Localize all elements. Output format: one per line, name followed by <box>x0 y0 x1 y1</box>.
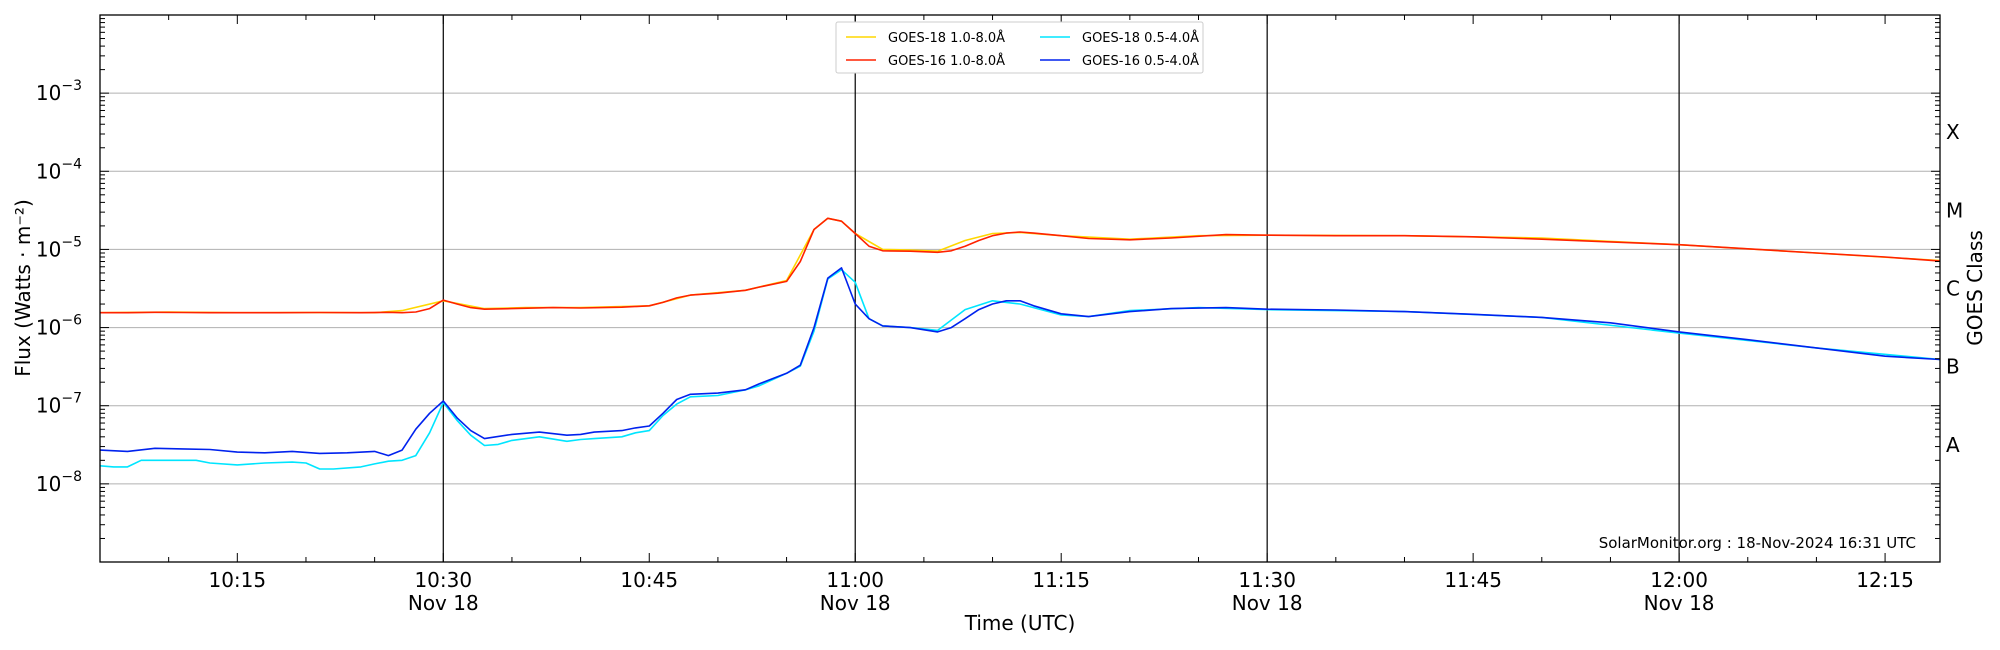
y-axis-tick-labels: 10−8 10−7 10−6 10−5 10−4 10−3 <box>36 78 82 496</box>
x-tick-label-5: 11:30 <box>1238 568 1296 592</box>
y-axis-title: Flux (Watts · m⁻²) <box>11 199 35 377</box>
x-tick-label-8: 12:15 <box>1856 568 1914 592</box>
x-axis-title: Time (UTC) <box>964 611 1076 635</box>
vertical-day-lines <box>442 15 1680 562</box>
x-tick-label-7: 12:00 <box>1650 568 1708 592</box>
y-tick-label-0: 10−8 <box>36 469 82 496</box>
x-tick-date-1: Nov 18 <box>408 591 479 615</box>
x-tick-label-4: 11:15 <box>1032 568 1090 592</box>
x-tick-label-1: 10:30 <box>414 568 472 592</box>
goes-class-A: A <box>1946 433 1960 457</box>
plot-background <box>100 15 1940 562</box>
x-tick-label-3: 11:00 <box>826 568 884 592</box>
series-line-3 <box>99 267 1941 457</box>
y-tick-label-1: 10−7 <box>36 391 82 418</box>
legend-label-3: GOES-16 0.5-4.0Å <box>1082 53 1199 69</box>
legend: GOES-18 1.0-8.0Å GOES-16 1.0-8.0Å GOES-18 … <box>835 21 1204 74</box>
x-tick-date-7: Nov 18 <box>1644 591 1715 615</box>
y-tick-label-3: 10−5 <box>36 234 82 261</box>
goes-class-labels: A B C M X <box>1946 120 1963 457</box>
credit-text: SolarMonitor.org : 18-Nov-2024 16:31 UTC <box>1599 534 1916 552</box>
goes-class-C: C <box>1946 277 1960 301</box>
goes-class-X: X <box>1946 120 1960 144</box>
x-tick-label-6: 11:45 <box>1444 568 1502 592</box>
x-tick-label-2: 10:45 <box>620 568 678 592</box>
series-line-1 <box>100 217 1941 314</box>
x-tick-date-3: Nov 18 <box>820 591 891 615</box>
legend-label-2: GOES-18 0.5-4.0Å <box>1082 30 1199 46</box>
x-tick-label-0: 10:15 <box>208 568 266 592</box>
legend-label-1: GOES-16 1.0-8.0Å <box>888 53 1005 69</box>
goes-class-M: M <box>1946 198 1963 222</box>
series-line-2 <box>99 268 1941 470</box>
x-tick-date-5: Nov 18 <box>1232 591 1303 615</box>
horizontal-gridlines <box>100 92 1940 485</box>
legend-box <box>835 21 1204 74</box>
series-layer <box>99 217 1941 470</box>
legend-label-0: GOES-18 1.0-8.0Å <box>888 30 1005 46</box>
y-tick-label-4: 10−4 <box>36 156 82 183</box>
goes-class-B: B <box>1946 355 1960 379</box>
y-tick-label-2: 10−6 <box>36 313 82 340</box>
y-tick-label-5: 10−3 <box>36 78 82 105</box>
y2-axis-title: GOES Class <box>1963 230 1987 346</box>
plot-frame <box>99 14 1941 563</box>
